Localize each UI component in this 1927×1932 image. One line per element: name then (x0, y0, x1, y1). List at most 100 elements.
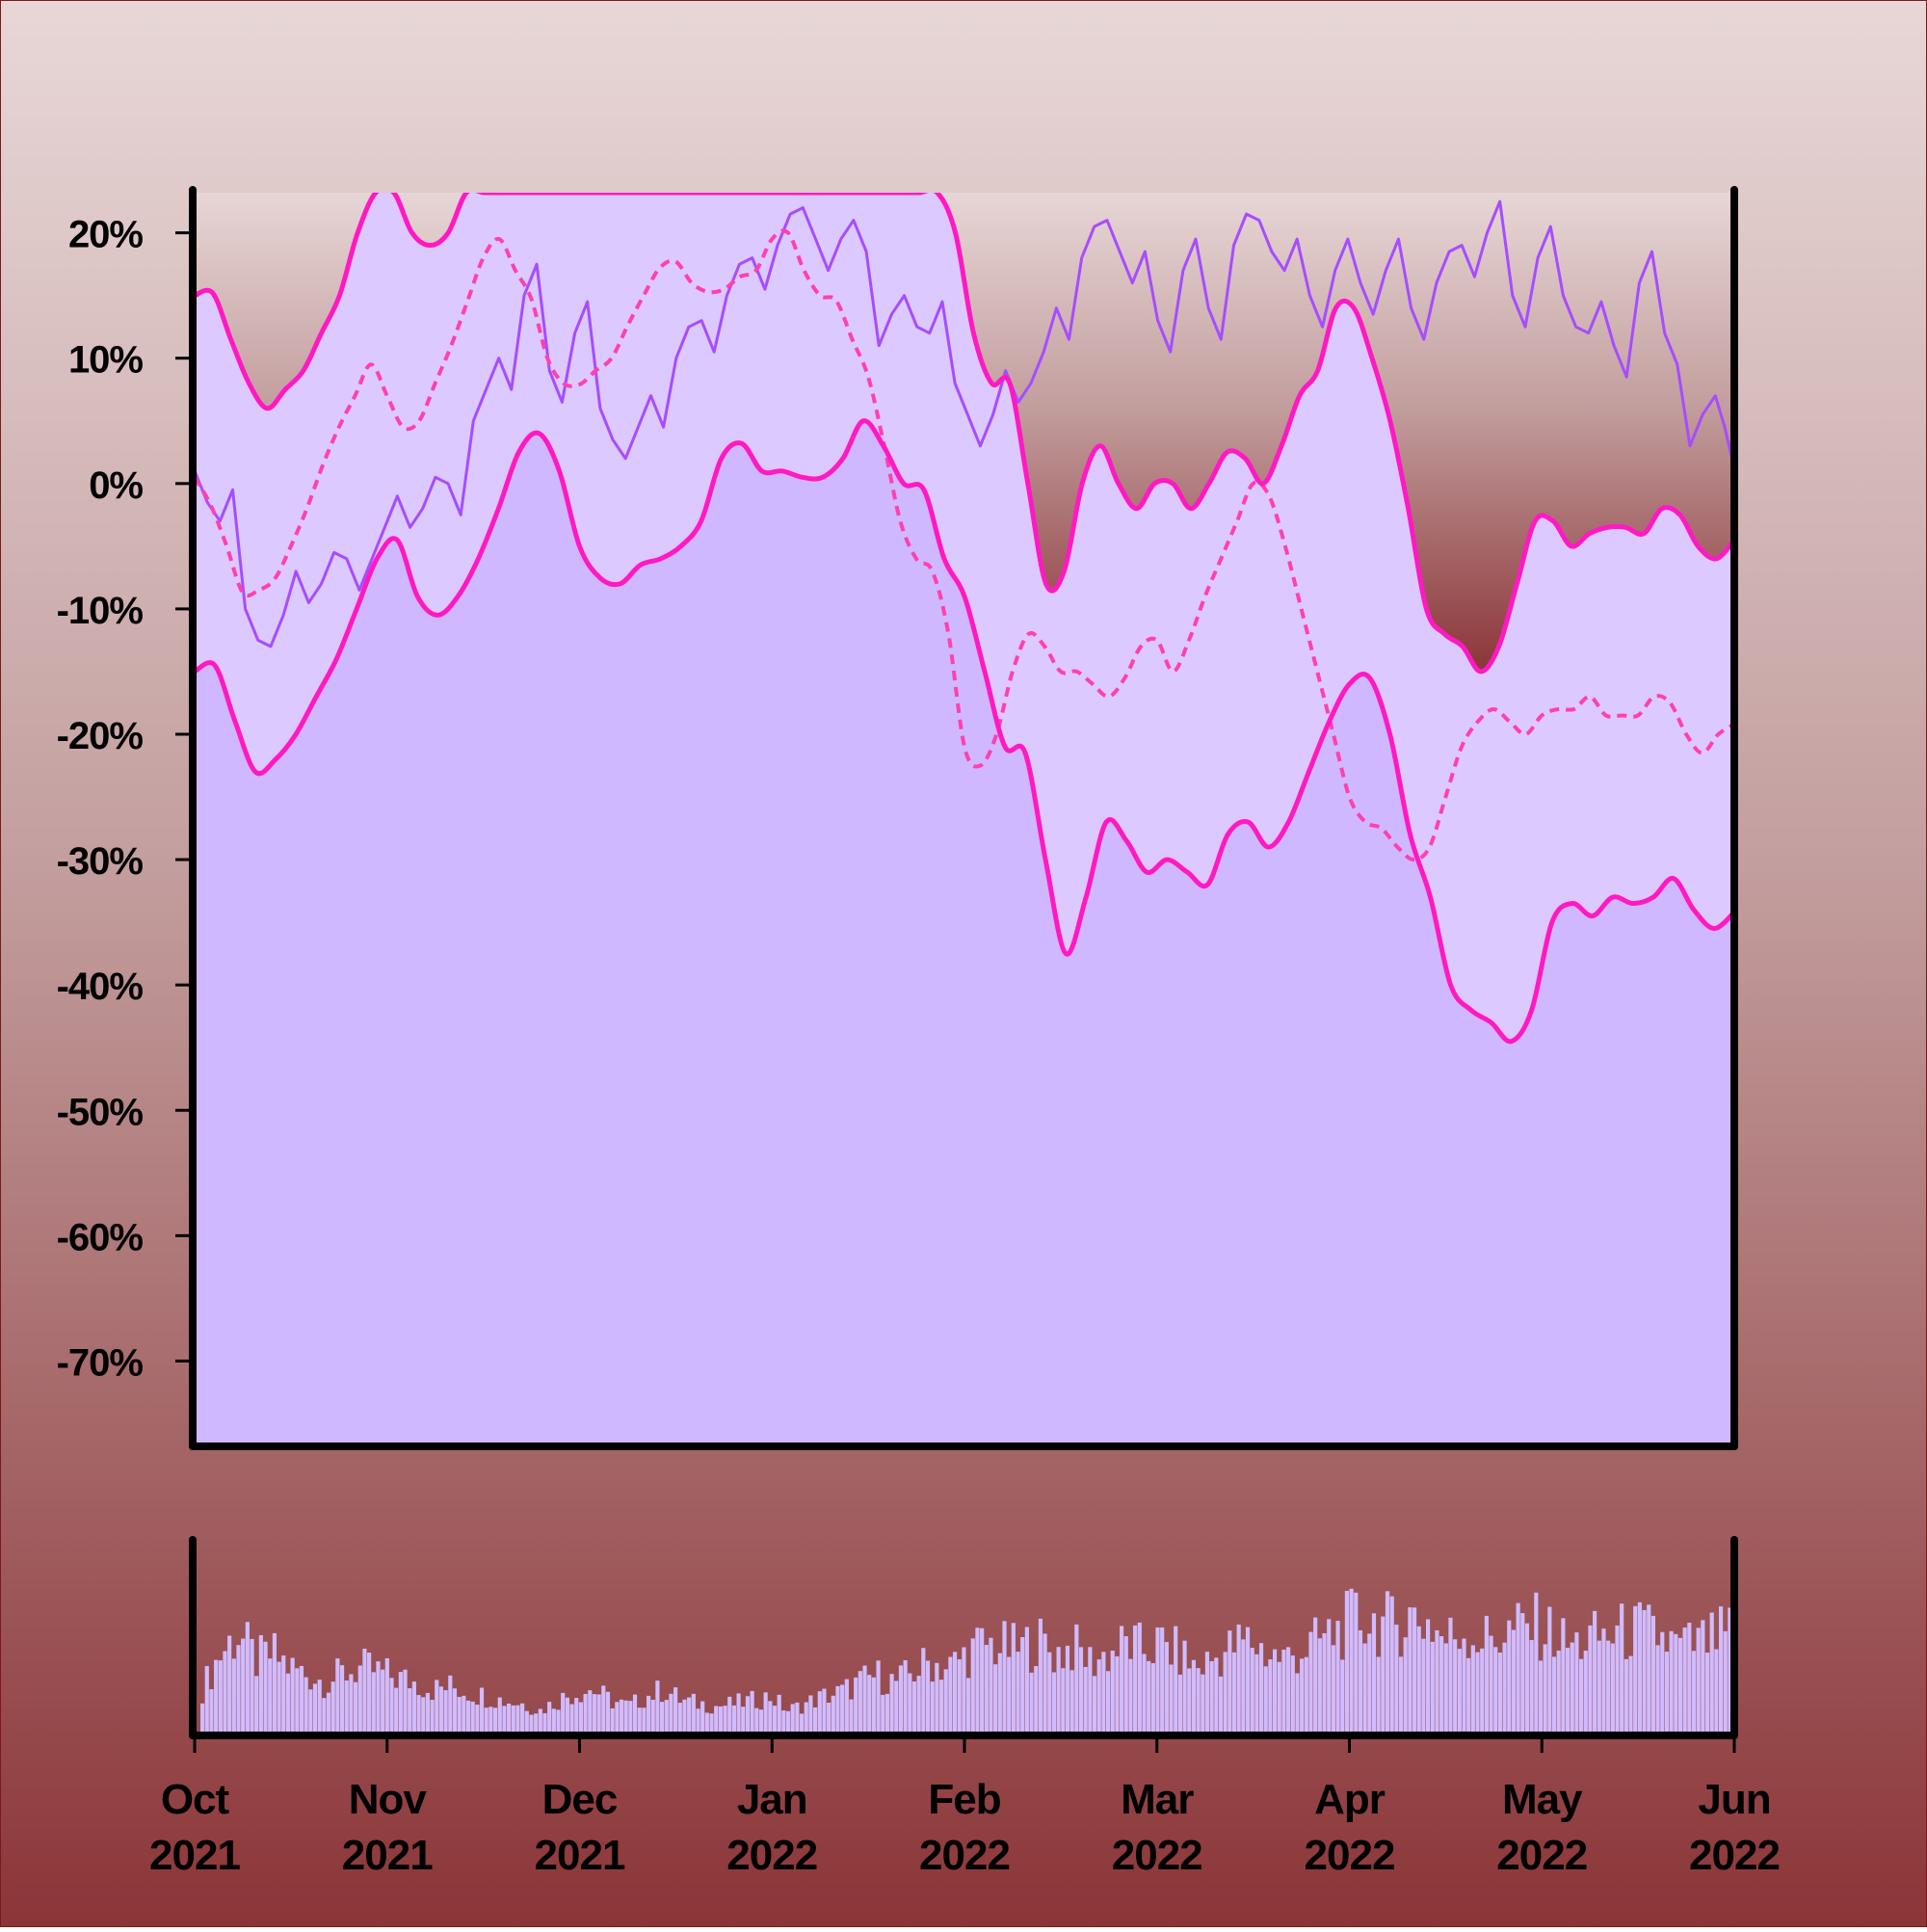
volume-bar (1511, 1629, 1517, 1732)
volume-bar (1340, 1659, 1345, 1732)
x-tick-year: 2021 (342, 1832, 433, 1879)
x-tick-month: Mar (1121, 1776, 1194, 1823)
volume-bar (1083, 1666, 1088, 1732)
volume-bar (1196, 1668, 1201, 1732)
volume-bar (835, 1685, 840, 1732)
volume-bar (1371, 1613, 1377, 1732)
volume-bar (1295, 1673, 1300, 1732)
volume-bar (827, 1702, 832, 1732)
volume-bar (876, 1660, 881, 1732)
volume-bar (299, 1665, 304, 1732)
volume-bar (1105, 1671, 1111, 1732)
volume-bar (1601, 1628, 1606, 1732)
volume-bar (1258, 1643, 1264, 1732)
volume-bar (515, 1705, 520, 1732)
volume-bar (1115, 1655, 1120, 1732)
volume-bar (1650, 1615, 1655, 1732)
volume-bar (993, 1664, 998, 1732)
volume-bar (849, 1699, 854, 1732)
volume-bar (1408, 1607, 1412, 1732)
y-tick-label: -70% (57, 1341, 144, 1384)
volume-bar (277, 1661, 281, 1732)
volume-bar (723, 1706, 727, 1732)
volume-bar (772, 1706, 778, 1732)
y-tick-label: -50% (57, 1091, 144, 1133)
volume-bar (1290, 1655, 1295, 1732)
volume-bar (642, 1707, 647, 1732)
volume-bar (416, 1695, 421, 1732)
volume-bar (524, 1710, 529, 1732)
volume-bar (997, 1653, 1002, 1732)
volume-bar (840, 1684, 845, 1732)
volume-bar (470, 1701, 475, 1732)
volume-bar (569, 1704, 574, 1732)
volume-bar (911, 1681, 917, 1732)
volume-bar (1002, 1621, 1007, 1732)
volume-bar (1497, 1652, 1502, 1732)
volume-bar (263, 1641, 268, 1732)
volume-bar (1223, 1652, 1227, 1732)
volume-bar (1389, 1596, 1394, 1732)
lower-band-line (195, 418, 1734, 1045)
volume-bar (1691, 1651, 1697, 1732)
volume-bar (1051, 1672, 1057, 1732)
volume-bar (1426, 1619, 1431, 1732)
volume-bar (1588, 1625, 1593, 1732)
volume-bar (605, 1691, 611, 1732)
volume-bar (398, 1672, 403, 1732)
volume-bar (785, 1710, 791, 1732)
volume-bar (930, 1681, 935, 1732)
volume-bar (268, 1658, 273, 1732)
volume-bar (1448, 1617, 1453, 1732)
volume-bar (488, 1707, 493, 1732)
volume-bar (1367, 1633, 1372, 1732)
volume-bar (1520, 1613, 1525, 1732)
y-tick-label: -10% (57, 590, 144, 632)
volume-bar (867, 1675, 872, 1732)
volume-bar (452, 1688, 458, 1732)
volume-bar (1078, 1647, 1084, 1732)
x-tick-year: 2022 (1112, 1832, 1202, 1879)
y-tick-label: -60% (57, 1216, 144, 1258)
volume-bar (1308, 1631, 1313, 1732)
volume-bar (1277, 1661, 1281, 1732)
volume-bar (881, 1694, 885, 1732)
volume-bar (1647, 1604, 1651, 1732)
volume-bar (696, 1708, 700, 1732)
volume-bar (1682, 1628, 1687, 1732)
volume-bar (1398, 1656, 1404, 1732)
volume-bar (1304, 1656, 1308, 1732)
moving-average-line (195, 228, 1734, 862)
volume-bar (1502, 1642, 1507, 1732)
volume-bar (660, 1702, 665, 1732)
x-tick-month: Feb (928, 1776, 1000, 1823)
volume-bar (966, 1678, 971, 1732)
volume-bar (349, 1674, 354, 1732)
volume-bar (1245, 1627, 1251, 1732)
x-tick-month: Oct (161, 1776, 230, 1823)
volume-bar (534, 1713, 539, 1732)
return-line (195, 199, 1734, 711)
volume-bar (1362, 1643, 1367, 1732)
volume-bar (403, 1669, 408, 1732)
volume-bar (462, 1695, 466, 1732)
volume-bar (1241, 1639, 1246, 1732)
volume-bar (970, 1638, 975, 1732)
volume-bar (479, 1687, 485, 1732)
volume-bar (1204, 1652, 1210, 1732)
volume-bar (989, 1637, 993, 1732)
volume-bar (763, 1692, 768, 1732)
volume-bar (795, 1702, 800, 1732)
volume-bar (1660, 1631, 1665, 1732)
volume-bar (322, 1698, 327, 1732)
x-tick-year: 2021 (149, 1832, 240, 1879)
volume-bar (1412, 1607, 1417, 1732)
volume-bar (1430, 1641, 1435, 1732)
x-axis-ticks: Oct 2021 Nov 2021 Dec 2021 Jan 2022 Feb 2022 Mar 20… (149, 1735, 1781, 1879)
volume-bar (943, 1669, 948, 1732)
volume-bar (962, 1647, 966, 1732)
volume-bar (511, 1705, 515, 1732)
volume-bar (281, 1655, 286, 1732)
volume-bar (209, 1689, 214, 1732)
volume-bar (1214, 1657, 1219, 1732)
